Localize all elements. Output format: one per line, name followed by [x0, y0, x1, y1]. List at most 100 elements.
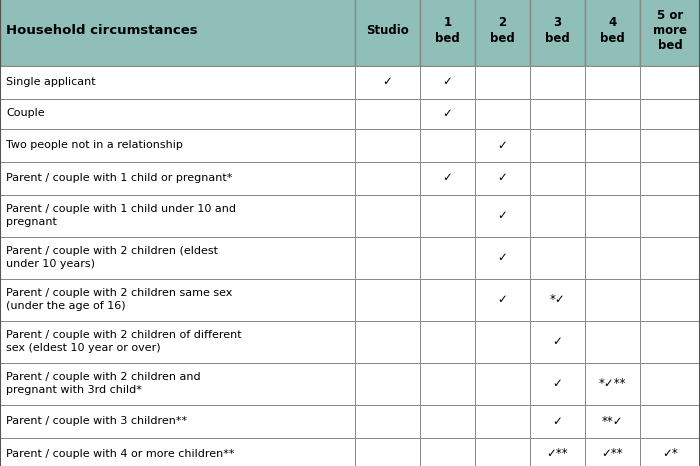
Text: Parent / couple with 2 children (eldest
under 10 years): Parent / couple with 2 children (eldest … — [6, 247, 218, 269]
Bar — [420, 438, 475, 466]
Bar — [475, 98, 530, 129]
Bar — [640, 66, 700, 98]
Bar — [420, 321, 475, 363]
Bar — [640, 279, 700, 321]
Text: 5 or
more
bed: 5 or more bed — [653, 9, 687, 52]
Text: ✓: ✓ — [498, 293, 508, 306]
Bar — [530, 438, 585, 466]
Text: Household circumstances: Household circumstances — [6, 24, 197, 37]
Bar — [0, 98, 355, 129]
Text: Parent / couple with 2 children and
pregnant with 3rd child*: Parent / couple with 2 children and preg… — [6, 372, 201, 395]
Bar — [530, 363, 585, 404]
Bar — [355, 237, 420, 279]
Bar — [0, 66, 355, 98]
Text: ✓: ✓ — [442, 75, 452, 89]
Bar — [585, 404, 640, 438]
Bar — [530, 237, 585, 279]
Bar — [0, 321, 355, 363]
Bar — [420, 0, 475, 66]
Text: ✓: ✓ — [442, 107, 452, 120]
Bar — [475, 321, 530, 363]
Text: Single applicant: Single applicant — [6, 77, 96, 87]
Text: ✓: ✓ — [442, 171, 452, 185]
Bar — [0, 129, 355, 162]
Bar — [475, 237, 530, 279]
Text: Studio: Studio — [366, 24, 409, 37]
Bar — [585, 438, 640, 466]
Bar — [0, 162, 355, 194]
Bar — [0, 237, 355, 279]
Bar — [0, 438, 355, 466]
Bar — [530, 194, 585, 237]
Bar — [355, 321, 420, 363]
Bar — [355, 194, 420, 237]
Text: ✓: ✓ — [552, 414, 562, 427]
Bar — [640, 237, 700, 279]
Bar — [585, 321, 640, 363]
Text: Parent / couple with 2 children same sex
(under the age of 16): Parent / couple with 2 children same sex… — [6, 288, 232, 311]
Bar — [355, 129, 420, 162]
Bar — [475, 66, 530, 98]
Text: ✓**: ✓** — [547, 447, 568, 460]
Text: Parent / couple with 1 child or pregnant*: Parent / couple with 1 child or pregnant… — [6, 173, 232, 183]
Bar — [585, 0, 640, 66]
Text: ✓: ✓ — [498, 138, 508, 151]
Bar — [355, 98, 420, 129]
Bar — [640, 438, 700, 466]
Bar — [585, 279, 640, 321]
Text: ✓: ✓ — [552, 335, 562, 348]
Bar — [420, 404, 475, 438]
Bar — [420, 279, 475, 321]
Text: 1
bed: 1 bed — [435, 16, 460, 44]
Bar — [355, 162, 420, 194]
Bar — [640, 0, 700, 66]
Bar — [475, 279, 530, 321]
Bar — [0, 194, 355, 237]
Bar — [530, 162, 585, 194]
Bar — [420, 98, 475, 129]
Bar — [640, 129, 700, 162]
Bar — [355, 0, 420, 66]
Bar — [585, 129, 640, 162]
Text: ✓: ✓ — [498, 171, 508, 185]
Bar — [640, 404, 700, 438]
Bar — [420, 363, 475, 404]
Bar — [530, 321, 585, 363]
Bar — [420, 237, 475, 279]
Bar — [585, 237, 640, 279]
Bar — [355, 404, 420, 438]
Bar — [640, 321, 700, 363]
Bar — [640, 363, 700, 404]
Bar — [640, 98, 700, 129]
Bar — [585, 162, 640, 194]
Bar — [530, 404, 585, 438]
Bar — [585, 98, 640, 129]
Text: 4
bed: 4 bed — [600, 16, 625, 44]
Bar — [0, 363, 355, 404]
Bar — [585, 363, 640, 404]
Bar — [355, 66, 420, 98]
Bar — [420, 129, 475, 162]
Bar — [530, 0, 585, 66]
Bar — [355, 363, 420, 404]
Text: ✓: ✓ — [498, 251, 508, 264]
Text: ✓: ✓ — [383, 75, 393, 89]
Bar — [475, 129, 530, 162]
Text: 3
bed: 3 bed — [545, 16, 570, 44]
Text: *✓**: *✓** — [598, 377, 626, 390]
Text: 2
bed: 2 bed — [490, 16, 515, 44]
Text: *✓: *✓ — [550, 293, 566, 306]
Text: Two people not in a relationship: Two people not in a relationship — [6, 140, 183, 150]
Bar — [530, 129, 585, 162]
Bar — [475, 438, 530, 466]
Text: **✓: **✓ — [602, 414, 623, 427]
Bar — [420, 66, 475, 98]
Bar — [530, 66, 585, 98]
Bar — [640, 162, 700, 194]
Text: Parent / couple with 3 children**: Parent / couple with 3 children** — [6, 416, 187, 426]
Text: Parent / couple with 4 or more children**: Parent / couple with 4 or more children*… — [6, 449, 235, 459]
Bar — [475, 0, 530, 66]
Bar — [475, 404, 530, 438]
Text: ✓*: ✓* — [662, 447, 678, 460]
Text: ✓: ✓ — [498, 209, 508, 222]
